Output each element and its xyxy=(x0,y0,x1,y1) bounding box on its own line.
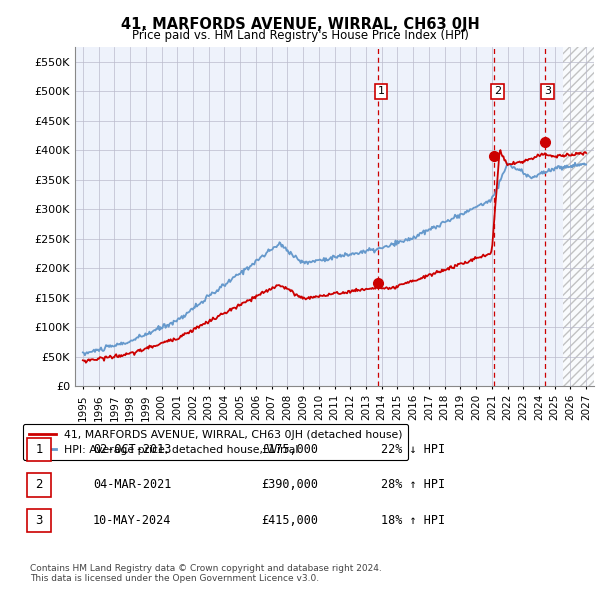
Text: 02-OCT-2013: 02-OCT-2013 xyxy=(93,443,172,456)
Text: 10-MAY-2024: 10-MAY-2024 xyxy=(93,514,172,527)
Text: 18% ↑ HPI: 18% ↑ HPI xyxy=(381,514,445,527)
Text: 22% ↓ HPI: 22% ↓ HPI xyxy=(381,443,445,456)
Text: 41, MARFORDS AVENUE, WIRRAL, CH63 0JH: 41, MARFORDS AVENUE, WIRRAL, CH63 0JH xyxy=(121,17,479,31)
Text: 2: 2 xyxy=(35,478,43,491)
Text: Contains HM Land Registry data © Crown copyright and database right 2024.
This d: Contains HM Land Registry data © Crown c… xyxy=(30,563,382,583)
Text: Price paid vs. HM Land Registry's House Price Index (HPI): Price paid vs. HM Land Registry's House … xyxy=(131,30,469,42)
Text: 1: 1 xyxy=(377,87,385,96)
Text: £390,000: £390,000 xyxy=(261,478,318,491)
Text: 2: 2 xyxy=(494,87,501,96)
Text: £175,000: £175,000 xyxy=(261,443,318,456)
Text: £415,000: £415,000 xyxy=(261,514,318,527)
Text: 3: 3 xyxy=(544,87,551,96)
Text: 3: 3 xyxy=(35,514,43,527)
Text: 28% ↑ HPI: 28% ↑ HPI xyxy=(381,478,445,491)
Text: 1: 1 xyxy=(35,443,43,456)
Bar xyxy=(563,47,594,386)
Text: 04-MAR-2021: 04-MAR-2021 xyxy=(93,478,172,491)
Legend: 41, MARFORDS AVENUE, WIRRAL, CH63 0JH (detached house), HPI: Average price, deta: 41, MARFORDS AVENUE, WIRRAL, CH63 0JH (d… xyxy=(23,424,409,460)
